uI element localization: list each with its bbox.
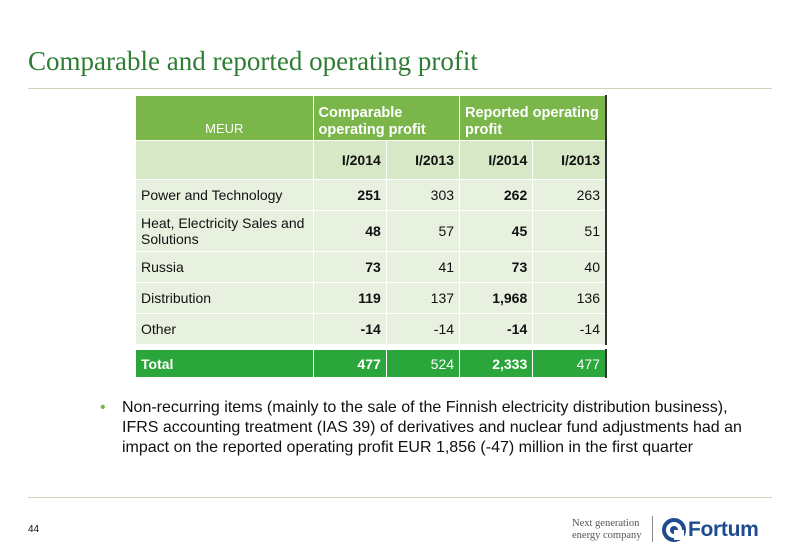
table-separator (135, 344, 606, 350)
table-cell: 45 (459, 210, 534, 252)
table-cell: 251 (312, 179, 387, 211)
period-header-blank (135, 140, 314, 180)
table-cell: 51 (532, 210, 608, 252)
title-divider (28, 88, 772, 89)
table-row: Russia 73 41 73 40 (135, 251, 608, 283)
table-cell: 263 (532, 179, 608, 211)
bullet-icon: • (100, 399, 106, 416)
table-cell: 40 (532, 251, 608, 283)
table-row: Other -14 -14 -14 -14 (135, 313, 608, 345)
group-header-comparable: Comparable operating profit (312, 95, 461, 141)
tagline: Next generation energy company (572, 518, 642, 542)
table-cell: 57 (385, 210, 461, 252)
total-cell: 524 (385, 349, 461, 378)
table-cell: 48 (312, 210, 387, 252)
table-cell: 1,968 (459, 282, 534, 314)
logo-text: Fortum (688, 518, 759, 541)
fortum-logo: Fortum (662, 516, 759, 544)
table-period-header-row: I/2014 I/2013 I/2014 I/2013 (135, 140, 608, 180)
fortum-logo-icon (662, 518, 686, 542)
table-total-row: Total 477 524 2,333 477 (135, 349, 608, 378)
total-cell: 477 (532, 349, 608, 378)
period-header: I/2013 (385, 140, 461, 180)
page-number: 44 (28, 524, 40, 535)
logo-divider (652, 516, 653, 542)
page-title: Comparable and reported operating profit (28, 46, 478, 76)
tagline-line: Next generation (572, 518, 640, 529)
footer-divider (28, 497, 772, 498)
table-row: Power and Technology 251 303 262 263 (135, 179, 608, 211)
total-cell: 2,333 (459, 349, 534, 378)
table-cell: 73 (459, 251, 534, 283)
period-header: I/2013 (532, 140, 608, 180)
table-row: Heat, Electricity Sales and Solutions 48… (135, 210, 608, 252)
bullet-point: • Non-recurring items (mainly to the sal… (100, 398, 750, 458)
total-label: Total (135, 349, 314, 378)
table-cell: -14 (459, 313, 534, 345)
period-header: I/2014 (312, 140, 387, 180)
operating-profit-table: MEUR Comparable operating profit Reporte… (135, 95, 608, 378)
table-cell: 262 (459, 179, 534, 211)
unit-label: MEUR (135, 95, 314, 141)
bullet-text: Non-recurring items (mainly to the sale … (122, 399, 742, 456)
table-group-header-row: MEUR Comparable operating profit Reporte… (135, 95, 608, 141)
tagline-line: energy company (572, 530, 642, 541)
table-cell: -14 (312, 313, 387, 345)
row-label: Russia (135, 251, 314, 283)
table-cell: 119 (312, 282, 387, 314)
group-header-reported: Reported operating profit (459, 95, 608, 141)
table-cell: 73 (312, 251, 387, 283)
table-row: Distribution 119 137 1,968 136 (135, 282, 608, 314)
row-label: Heat, Electricity Sales and Solutions (135, 210, 314, 252)
row-label: Distribution (135, 282, 314, 314)
total-cell: 477 (312, 349, 387, 378)
table-cell: 303 (385, 179, 461, 211)
table-cell: 137 (385, 282, 461, 314)
row-label: Power and Technology (135, 179, 314, 211)
table-cell: -14 (532, 313, 608, 345)
table-cell: 136 (532, 282, 608, 314)
period-header: I/2014 (459, 140, 534, 180)
table-cell: 41 (385, 251, 461, 283)
row-label: Other (135, 313, 314, 345)
table-cell: -14 (385, 313, 461, 345)
